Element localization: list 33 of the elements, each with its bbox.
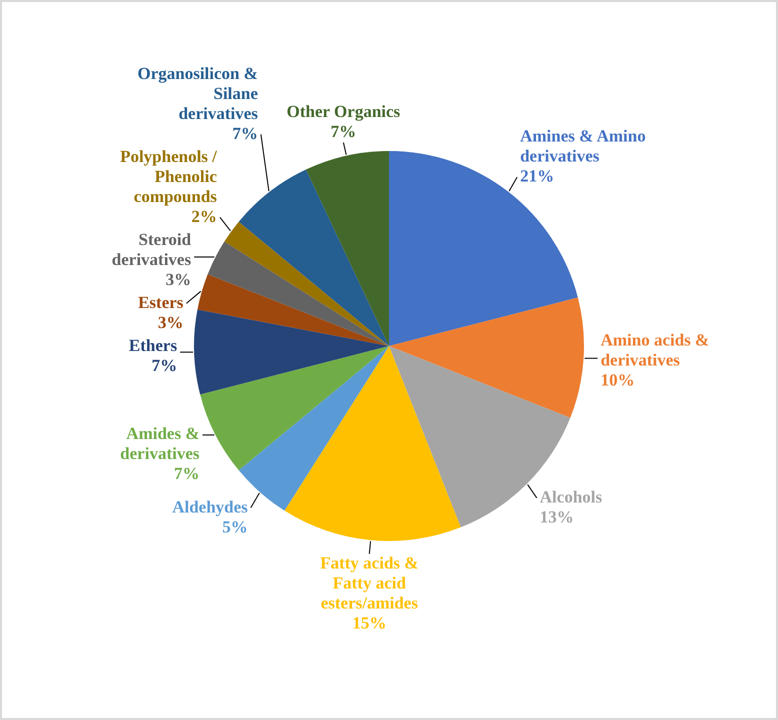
- slice-label: Polyphenols / Phenolic compounds: [120, 146, 218, 206]
- slice-label: Steroid derivatives: [112, 230, 192, 269]
- slice-label: Organosilicon & Silane derivatives: [137, 64, 258, 123]
- pie-slice: [306, 151, 389, 346]
- data-label: 15%: [352, 613, 386, 632]
- data-label: 7%: [152, 356, 178, 375]
- slice-label: Other Organics: [286, 102, 401, 122]
- slice-label: Alcohols: [540, 487, 603, 506]
- pie-slice: [284, 346, 461, 541]
- pie-slice: [197, 274, 389, 346]
- slice-label: Amides & derivatives: [120, 424, 200, 464]
- data-label: 13%: [540, 507, 574, 526]
- pie-slice: [194, 309, 389, 394]
- slice-label: Amines & Amino derivatives: [520, 126, 646, 166]
- slice-label: Amino acids & derivatives: [600, 330, 710, 370]
- pie-slice: [200, 346, 389, 470]
- data-label: 7%: [232, 124, 258, 143]
- slice-label: Aldehydes: [172, 497, 248, 516]
- pie-slice: [208, 242, 389, 346]
- slice-label: Esters: [138, 292, 184, 312]
- data-label: 21%: [520, 166, 554, 186]
- pie-slice: [224, 222, 389, 346]
- pie-slice: [389, 298, 584, 418]
- data-label: 3%: [166, 270, 192, 289]
- data-label: 3%: [158, 312, 184, 332]
- data-label: 7%: [330, 122, 356, 142]
- slice-label: Fatty acids & Fatty acid esters/amides: [320, 553, 418, 612]
- data-label: 7%: [174, 464, 200, 484]
- pie-slice: [238, 170, 389, 346]
- data-label: 5%: [222, 517, 248, 536]
- data-label: 10%: [600, 370, 635, 390]
- slice-label: Ethers: [128, 336, 178, 355]
- data-label: 2%: [191, 206, 217, 226]
